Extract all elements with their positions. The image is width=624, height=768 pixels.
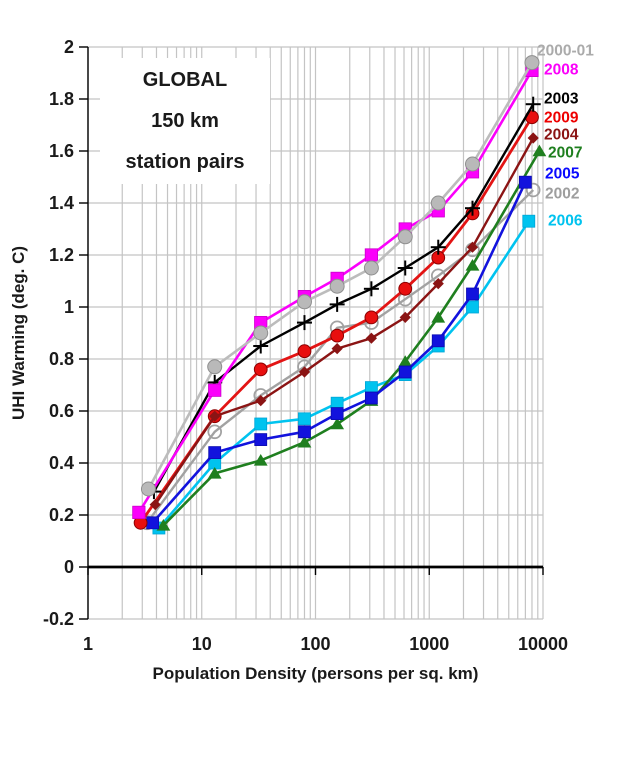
marker-2005 — [398, 365, 412, 379]
x-axis-title: Population Density (persons per sq. km) — [153, 664, 479, 683]
marker-2005 — [330, 407, 344, 421]
x-tick-label: 1 — [83, 634, 93, 654]
chart-title: GLOBAL 150 km station pairs — [100, 58, 270, 184]
legend-label-2006: 2006 — [548, 213, 583, 230]
marker-2000-01 — [524, 55, 540, 71]
marker-2005 — [466, 287, 479, 301]
marker-2007 — [297, 435, 312, 448]
y-tick-label: 1 — [64, 297, 74, 317]
series-line-2007 — [162, 150, 541, 527]
series-line-2008 — [137, 69, 534, 514]
series-line-2005 — [151, 181, 527, 524]
marker-2005 — [298, 425, 311, 439]
y-tick-label: 1.4 — [49, 193, 74, 213]
legend-label-2000-01: 2000-01 — [537, 43, 594, 60]
marker-2004 — [209, 410, 221, 422]
marker-2007 — [431, 311, 446, 323]
marker-2000-01 — [296, 294, 312, 310]
marker-2008 — [364, 248, 378, 262]
marker-2005 — [364, 391, 378, 405]
chart-title-line-3: station pairs — [125, 150, 245, 173]
marker-2004 — [527, 132, 539, 144]
y-axis-title: UHI Warming (deg. C) — [9, 246, 28, 420]
marker-2006 — [254, 417, 268, 431]
x-tick-label: 10 — [192, 634, 212, 654]
series-line-2000-01 — [147, 61, 534, 490]
marker-2007 — [532, 144, 547, 157]
marker-2007 — [207, 467, 222, 479]
marker-2009 — [364, 310, 379, 325]
chart-title-line-1: GLOBAL — [142, 68, 228, 91]
series-line-2009 — [139, 116, 534, 524]
y-tick-label: 0 — [64, 557, 74, 577]
marker-2004 — [432, 278, 444, 290]
x-tick-label: 100 — [300, 634, 330, 654]
legend-label-2007: 2007 — [548, 145, 582, 162]
marker-2007 — [330, 417, 345, 430]
series-line-2003 — [152, 103, 535, 493]
chart-title-line-2: 150 km — [151, 109, 219, 132]
marker-2005 — [208, 446, 222, 460]
marker-2004 — [149, 499, 161, 511]
marker-2000-01 — [430, 195, 446, 211]
legend-label-2002: 2002 — [545, 186, 579, 203]
y-tick-label: 2 — [64, 37, 74, 57]
y-tick-label: 1.6 — [49, 141, 74, 161]
marker-2000-01 — [464, 156, 480, 172]
marker-2007 — [465, 259, 480, 271]
marker-2004 — [399, 311, 411, 323]
marker-2009 — [330, 328, 345, 343]
marker-2005 — [431, 334, 445, 348]
marker-2008 — [208, 383, 222, 397]
marker-2000-01 — [207, 359, 223, 375]
marker-2002 — [207, 424, 223, 440]
marker-2002 — [525, 182, 541, 198]
marker-2000-01 — [363, 260, 379, 276]
x-tick-label: 1000 — [409, 634, 449, 654]
marker-2006 — [298, 412, 311, 426]
marker-2009 — [398, 281, 413, 296]
marker-2005 — [518, 175, 532, 189]
y-tick-label: 0.4 — [49, 453, 74, 473]
y-tick-label: 1.8 — [49, 89, 74, 109]
series-line-2006 — [157, 220, 530, 529]
x-tick-label: 10000 — [518, 634, 568, 654]
marker-2006 — [466, 300, 479, 314]
marker-2004 — [466, 241, 479, 253]
y-tick-label: -0.2 — [43, 609, 74, 629]
marker-2005 — [146, 516, 160, 530]
marker-2006 — [522, 214, 536, 228]
marker-2000-01 — [140, 481, 156, 497]
marker-2009 — [297, 344, 312, 359]
marker-2000-01 — [329, 278, 345, 294]
legend-label-2003: 2003 — [544, 91, 579, 108]
marker-2009 — [253, 362, 268, 377]
marker-2004 — [365, 332, 377, 344]
legend-label-2004: 2004 — [544, 127, 579, 144]
marker-2004 — [298, 366, 311, 378]
legend-label-2005: 2005 — [545, 166, 580, 183]
marker-2004 — [255, 395, 267, 407]
marker-2007 — [156, 519, 171, 531]
y-tick-label: 0.6 — [49, 401, 74, 421]
legend-label-2008: 2008 — [544, 62, 579, 79]
marker-2007 — [253, 454, 268, 466]
y-tick-label: 0.2 — [49, 505, 74, 525]
marker-2005 — [254, 433, 268, 447]
series-line-2004 — [154, 137, 535, 506]
marker-2004 — [331, 343, 343, 355]
legend-label-2009: 2009 — [544, 110, 579, 127]
marker-2000-01 — [397, 229, 413, 245]
marker-2007 — [398, 355, 413, 367]
marker-2008 — [132, 505, 146, 520]
marker-2000-01 — [253, 325, 269, 341]
y-tick-label: 0.8 — [49, 349, 74, 369]
y-tick-label: 1.2 — [49, 245, 74, 265]
